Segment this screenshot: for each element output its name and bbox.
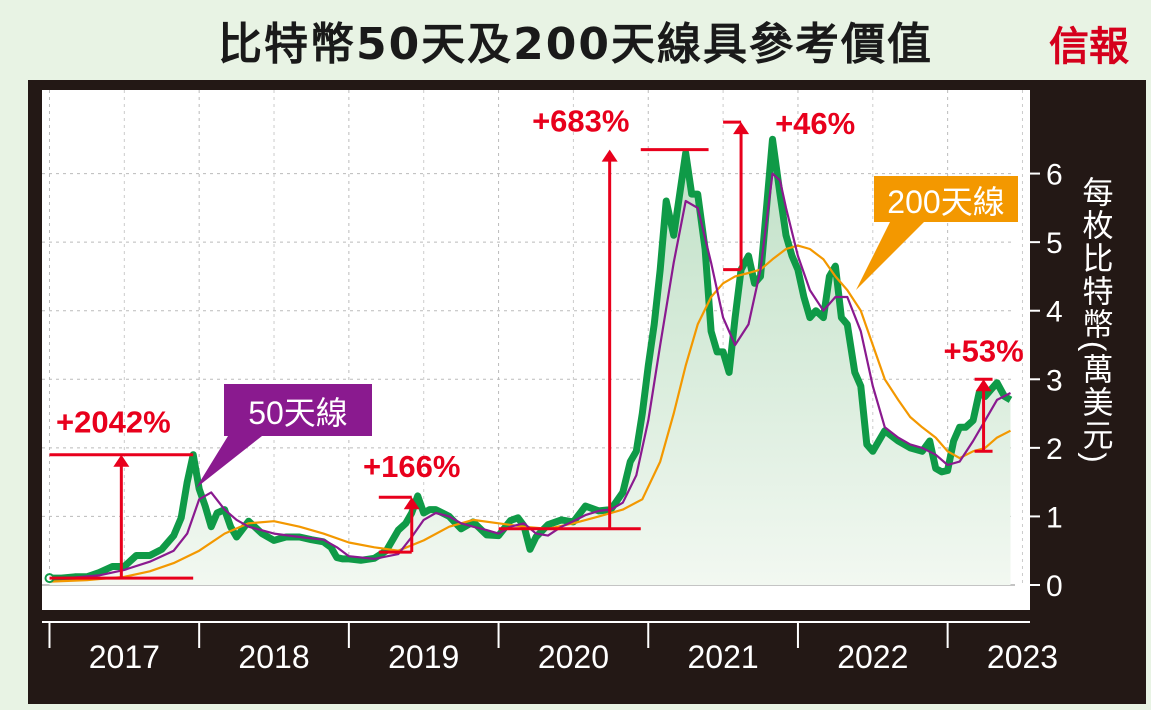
ma200-line: [49, 244, 1012, 583]
ma50-callout-box: [196, 384, 372, 488]
y-tick-label: 0: [1046, 570, 1063, 603]
y-tick-label: 2: [1046, 433, 1063, 466]
y-tick-label: 3: [1046, 364, 1063, 397]
y-tick-label: 5: [1046, 227, 1063, 260]
legend-layer: 50天線 200天線: [196, 176, 1018, 488]
x-tick-label: 2020: [538, 639, 609, 675]
annotation-arrow-head: [975, 379, 992, 392]
annotation-arrow-head: [601, 149, 618, 162]
annotation-arrow-head: [733, 122, 750, 135]
chart-title: 比特幣50天及200天線具參考價值: [217, 19, 934, 70]
ma50-line: [49, 172, 1012, 580]
x-tick-label: 2021: [688, 639, 759, 675]
x-axis-ticks: 2017 2018 2019 2020 2021 2022 2023: [42, 621, 1058, 675]
annotation-label: +683%: [532, 104, 629, 139]
y-tick-label: 1: [1046, 501, 1063, 534]
annotation-label: +2042%: [56, 405, 171, 440]
x-tick-label: 2019: [388, 639, 459, 675]
annotation-arrow-head: [403, 497, 420, 510]
annotation-label: +46%: [775, 106, 855, 141]
annotation-arrow-head: [113, 454, 130, 467]
ma200-callout-box: [856, 176, 1018, 290]
y-axis-label: 每枚比特幣(萬美元): [1078, 176, 1114, 465]
y-tick-label: 6: [1046, 159, 1063, 192]
series-layer: [44, 135, 1013, 584]
annotation-label: +53%: [943, 333, 1023, 368]
y-tick-label: 4: [1046, 296, 1063, 329]
annotation-layer: +2042% +166% +683% +46% +53%: [49, 104, 1024, 580]
x-tick-label: 2018: [238, 639, 309, 675]
ma200-callout-label: 200天線: [887, 184, 1004, 220]
x-tick-label: 2023: [987, 639, 1058, 675]
price-area-fill: [49, 139, 1011, 586]
publisher-logo: 信報: [1049, 23, 1129, 70]
x-tick-label: 2022: [837, 639, 908, 675]
annotation-label: +166%: [363, 449, 460, 484]
ma50-callout-label: 50天線: [248, 395, 348, 431]
x-tick-label: 2017: [89, 639, 160, 675]
y-axis-ticks: 0 1 2 3 4 5 6: [1030, 159, 1063, 603]
